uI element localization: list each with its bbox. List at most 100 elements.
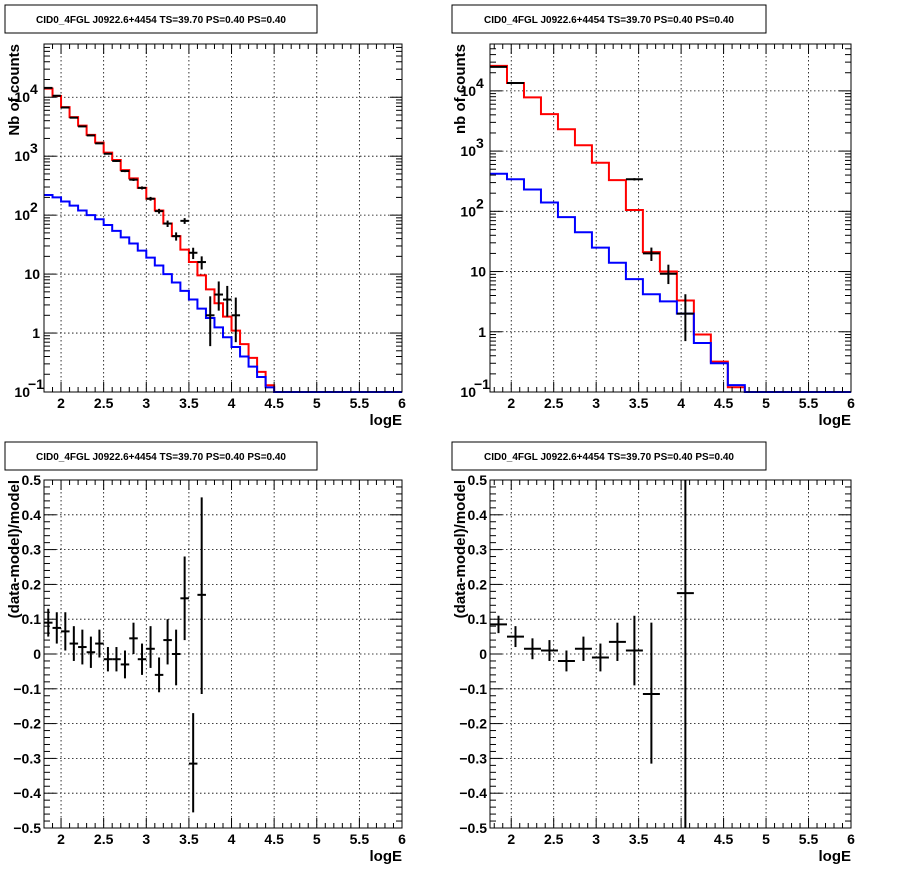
x-tick-label: 6 bbox=[398, 395, 406, 411]
data-point bbox=[171, 629, 181, 686]
data-point bbox=[44, 86, 53, 89]
grid bbox=[44, 44, 402, 392]
data-point bbox=[205, 296, 215, 347]
data-point bbox=[490, 65, 507, 68]
data-point bbox=[52, 612, 62, 644]
y-tick-label: 10 bbox=[14, 207, 30, 223]
data-point bbox=[523, 638, 541, 660]
data-point bbox=[154, 208, 164, 214]
y-tick-label: 10 bbox=[14, 384, 30, 400]
x-tick-label: 3 bbox=[142, 831, 150, 847]
y-tick-label: 0 bbox=[33, 646, 41, 662]
x-tick-label: 3.5 bbox=[179, 395, 199, 411]
data-point bbox=[146, 626, 155, 668]
data-point bbox=[103, 152, 113, 155]
x-tick-label: 4.5 bbox=[714, 831, 734, 847]
y-tick-label: 1 bbox=[32, 325, 40, 341]
data-point bbox=[608, 622, 626, 661]
series-line-1 bbox=[490, 64, 851, 393]
data-point bbox=[129, 622, 138, 654]
y-tick-label: −0.5 bbox=[13, 820, 41, 836]
y-tick-label: −0.4 bbox=[459, 785, 487, 801]
y-tick-exponent: 3 bbox=[476, 135, 484, 151]
data-point bbox=[78, 629, 87, 665]
x-tick-label: 3.5 bbox=[629, 395, 649, 411]
series-line-2 bbox=[44, 193, 402, 393]
y-tick-label: 0.5 bbox=[468, 472, 488, 488]
x-tick-label: 2.5 bbox=[94, 831, 114, 847]
title-box bbox=[451, 441, 767, 471]
data-point bbox=[625, 615, 643, 686]
title-box bbox=[4, 4, 318, 34]
data-point bbox=[540, 640, 558, 661]
x-tick-label: 2 bbox=[507, 831, 515, 847]
grid bbox=[44, 480, 402, 828]
chart-title: CID0_4FGL J0922.6+4454 TS=39.70 PS=0.40 … bbox=[484, 15, 734, 26]
x-axis: 2 2.5 3 3.5 4 4.5 5 5.5 6 bbox=[493, 480, 855, 847]
data-point bbox=[642, 622, 660, 764]
data-points bbox=[44, 86, 241, 347]
x-tick-label: 5.5 bbox=[799, 395, 819, 411]
x-tick-label: 2.5 bbox=[544, 831, 564, 847]
y-tick-exponent: 2 bbox=[476, 195, 484, 211]
data-point bbox=[69, 626, 79, 661]
y-tick-label: 10 bbox=[14, 89, 30, 105]
data-point bbox=[95, 142, 104, 145]
x-tick-label: 5 bbox=[313, 395, 321, 411]
x-tick-label: 2.5 bbox=[94, 395, 114, 411]
chart-title: CID0_4FGL J0922.6+4454 TS=39.70 PS=0.40 … bbox=[36, 15, 286, 26]
data-point bbox=[52, 94, 62, 97]
y-axis: −0.5 −0.4 −0.3 −0.2 −0.1 0 0.1 0.2 0.3 0.4 0.5 bbox=[459, 472, 851, 836]
data-point bbox=[506, 82, 524, 85]
x-tick-label: 5 bbox=[313, 831, 321, 847]
x-tick-label: 4.5 bbox=[264, 831, 284, 847]
title-box bbox=[451, 4, 767, 34]
x-tick-label: 2 bbox=[57, 831, 65, 847]
plot-frame bbox=[43, 43, 403, 393]
data-point bbox=[171, 232, 181, 241]
x-tick-label: 6 bbox=[398, 831, 406, 847]
data-point bbox=[214, 281, 223, 311]
x-tick-label: 2 bbox=[507, 395, 515, 411]
y-tick-label: 0.2 bbox=[468, 576, 488, 592]
data-point bbox=[625, 178, 643, 181]
chart-title: CID0_4FGL J0922.6+4454 TS=39.70 PS=0.40 … bbox=[484, 452, 734, 463]
data-point bbox=[154, 657, 164, 693]
data-point bbox=[490, 615, 507, 634]
x-tick-label: 4.5 bbox=[714, 395, 734, 411]
data-point bbox=[44, 608, 53, 637]
y-tick-exponent: −1 bbox=[474, 376, 490, 392]
data-point bbox=[197, 256, 206, 270]
y-tick-label: 0.3 bbox=[468, 542, 488, 558]
y-tick-exponent: 3 bbox=[30, 140, 38, 156]
data-points bbox=[490, 65, 694, 342]
data-point bbox=[231, 297, 241, 343]
data-points bbox=[44, 497, 206, 813]
data-point bbox=[120, 650, 130, 679]
grid bbox=[490, 480, 851, 828]
y-tick-label: 0.5 bbox=[22, 472, 42, 488]
data-point bbox=[95, 629, 104, 658]
y-tick-label: 1 bbox=[478, 324, 486, 340]
data-point bbox=[188, 713, 198, 813]
x-axis: 2 2.5 3 3.5 4 4.5 5 5.5 6 bbox=[493, 44, 855, 411]
y-tick-label: 10 bbox=[460, 203, 476, 219]
series-line-2 bbox=[490, 172, 851, 393]
y-tick-label: −0.1 bbox=[459, 681, 487, 697]
y-tick-label: −0.3 bbox=[13, 750, 41, 766]
x-tick-label: 4 bbox=[228, 831, 236, 847]
x-tick-label: 4.5 bbox=[264, 395, 284, 411]
y-tick-label: 0.1 bbox=[22, 611, 42, 627]
data-point bbox=[180, 218, 189, 224]
data-point bbox=[61, 612, 70, 651]
y-tick-exponent: 2 bbox=[30, 199, 38, 215]
x-axis: 2 2.5 3 3.5 4 4.5 5 5.5 6 bbox=[43, 480, 406, 847]
y-tick-label: −0.2 bbox=[459, 716, 487, 732]
data-point bbox=[137, 186, 147, 190]
data-point bbox=[197, 497, 206, 695]
y-tick-label: 10 bbox=[460, 143, 476, 159]
y-tick-exponent: −1 bbox=[28, 376, 44, 392]
x-tick-label: 2 bbox=[57, 395, 65, 411]
